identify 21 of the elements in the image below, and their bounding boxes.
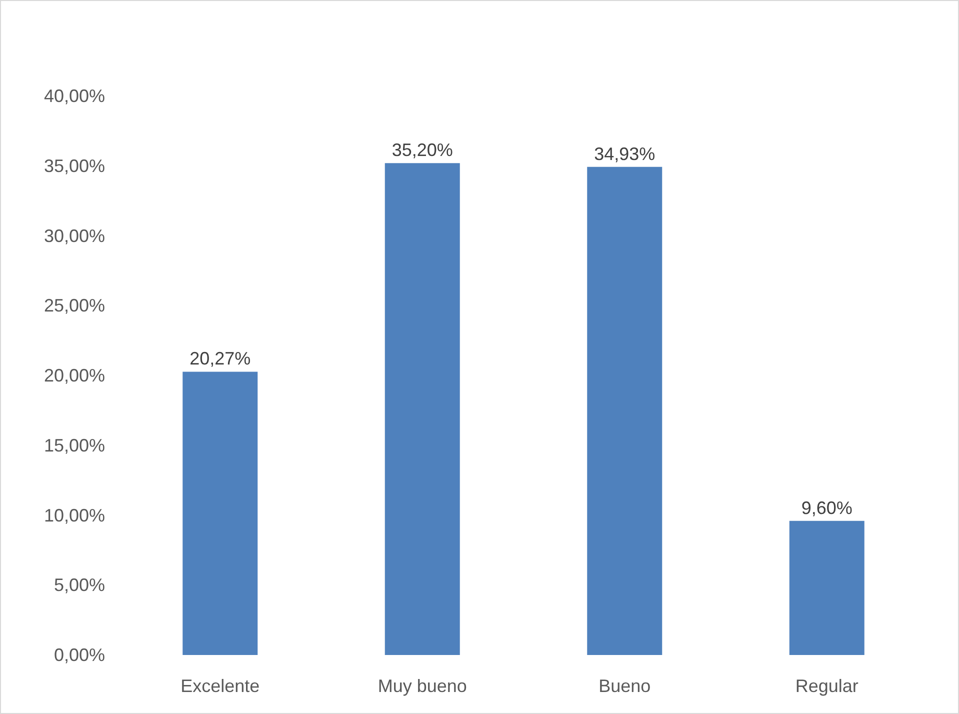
x-tick-label: Excelente xyxy=(180,676,260,696)
bar xyxy=(384,163,460,655)
x-tick-label: Muy bueno xyxy=(378,676,467,696)
x-tick-label: Bueno xyxy=(598,676,651,696)
y-tick-label: 30,00% xyxy=(44,226,105,246)
y-tick-label: 25,00% xyxy=(44,296,105,316)
y-tick-label: 5,00% xyxy=(54,575,105,596)
data-label: 9,60% xyxy=(801,498,852,518)
bar xyxy=(182,372,258,655)
bar xyxy=(587,166,662,655)
y-tick-label: 10,00% xyxy=(44,505,105,526)
x-tick-label: Regular xyxy=(795,676,858,696)
data-label: 20,27% xyxy=(190,348,251,369)
y-tick-label: 35,00% xyxy=(44,156,105,176)
data-label: 35,20% xyxy=(392,140,453,160)
data-label: 34,93% xyxy=(594,144,656,164)
bar xyxy=(789,520,864,655)
y-tick-label: 20,00% xyxy=(44,366,105,386)
y-tick-label: 0,00% xyxy=(54,645,105,665)
y-tick-label: 15,00% xyxy=(44,435,105,456)
y-tick-label: 40,00% xyxy=(44,86,105,106)
